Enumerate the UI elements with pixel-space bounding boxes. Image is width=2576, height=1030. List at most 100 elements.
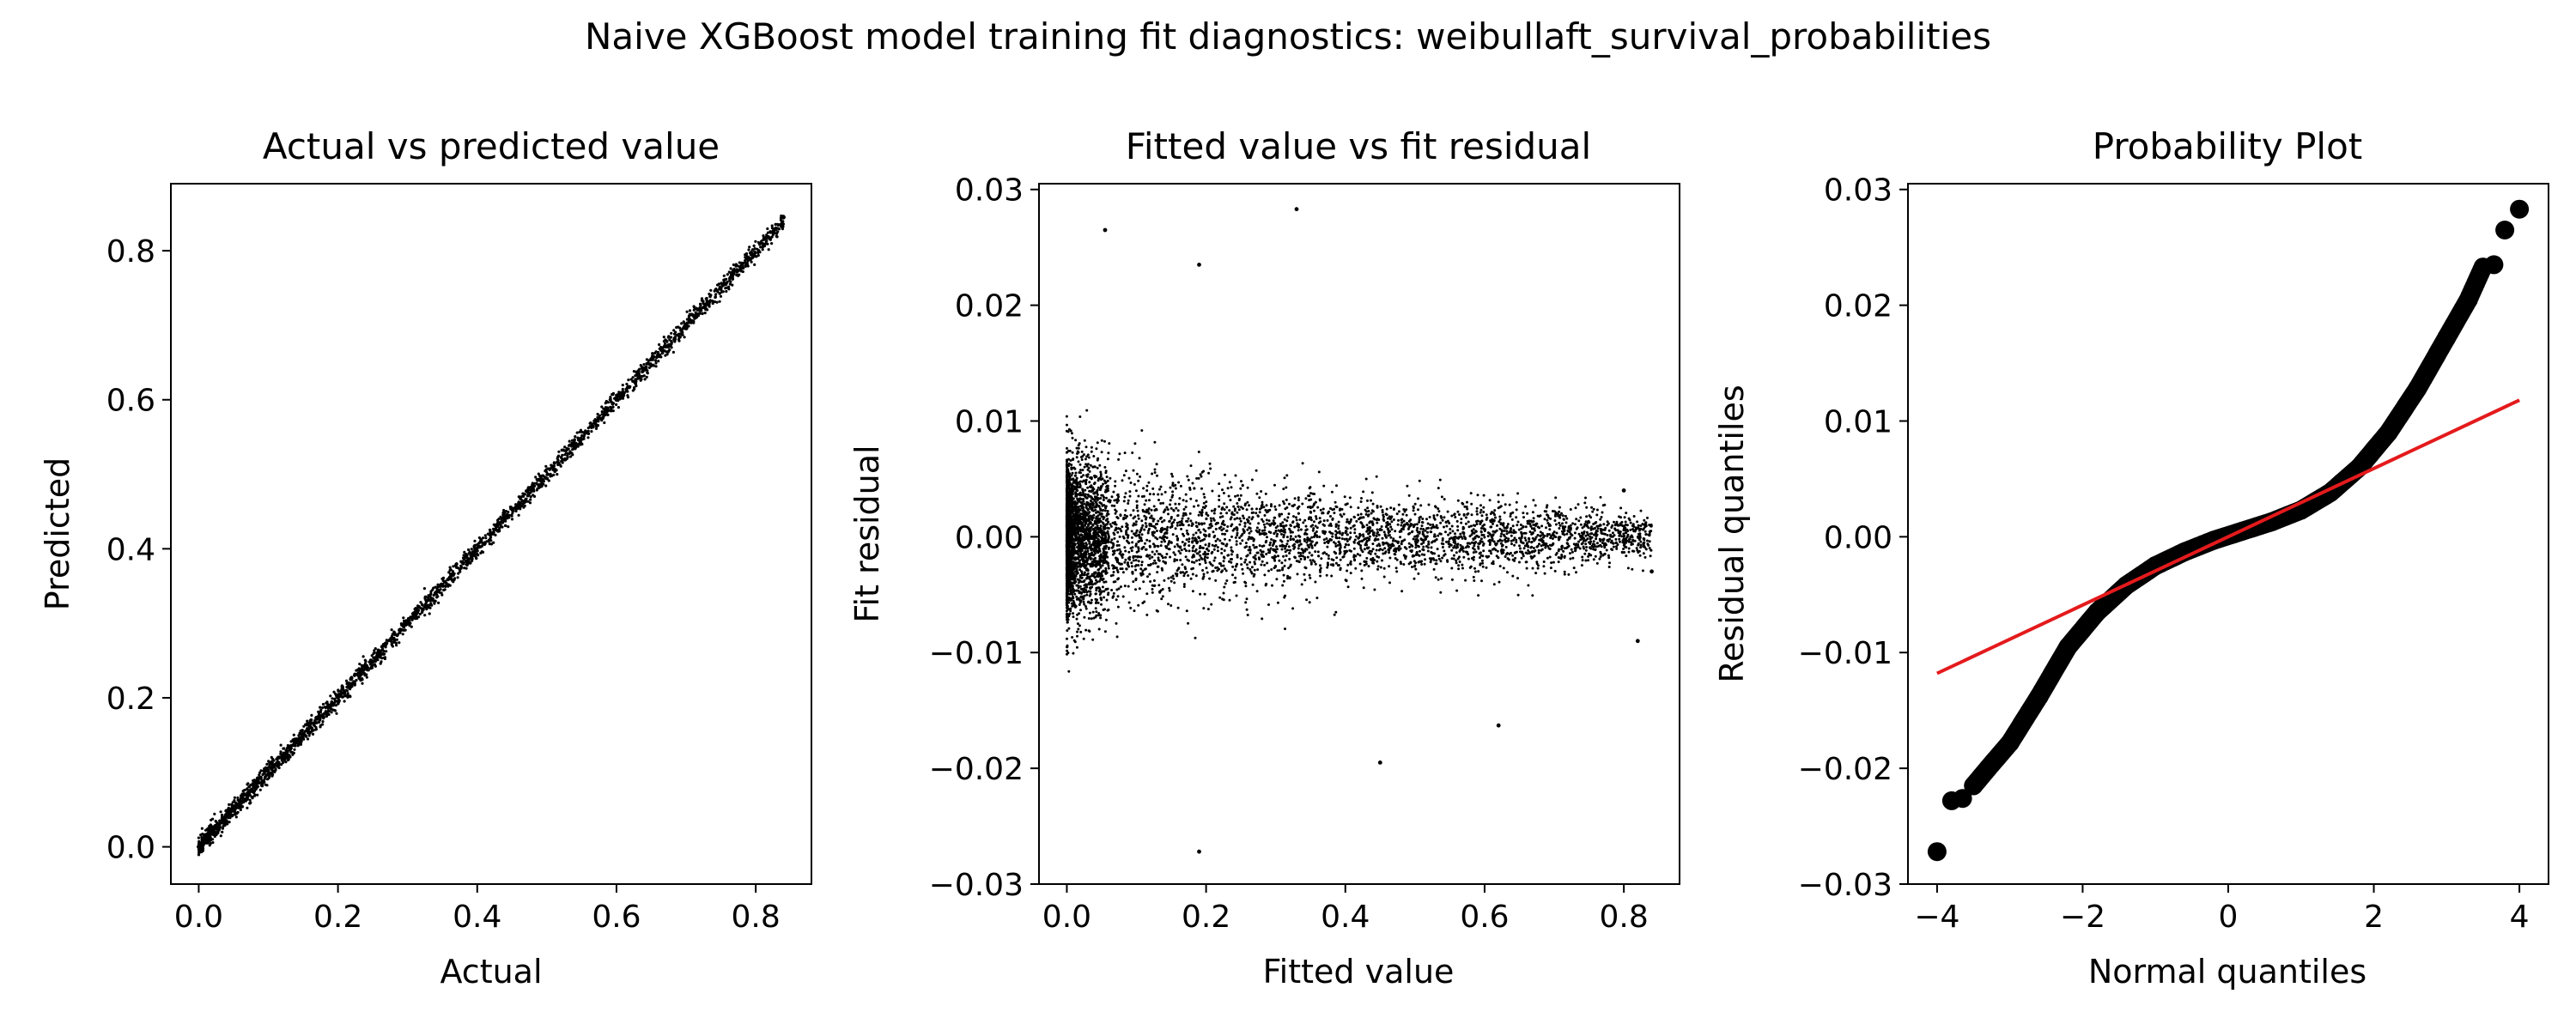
data-point <box>395 644 398 647</box>
data-point <box>463 566 466 570</box>
data-point <box>1343 546 1346 548</box>
data-point <box>1091 638 1095 641</box>
data-point <box>1066 470 1068 473</box>
data-point <box>688 309 692 312</box>
data-point <box>368 663 373 666</box>
data-point <box>305 724 308 727</box>
data-point <box>492 523 495 526</box>
data-point <box>431 588 434 591</box>
data-point <box>307 734 311 737</box>
data-point <box>236 796 240 800</box>
data-point <box>1095 506 1097 509</box>
data-point <box>199 841 203 845</box>
data-point <box>358 677 361 682</box>
data-point <box>744 261 747 264</box>
data-point <box>265 784 269 787</box>
data-point <box>556 461 560 464</box>
data-point <box>293 748 296 751</box>
data-point <box>264 769 267 772</box>
data-point <box>1084 628 1088 632</box>
data-point <box>556 456 560 459</box>
data-point <box>504 510 508 513</box>
data-point <box>426 599 429 603</box>
data-point <box>240 794 244 798</box>
data-point <box>584 429 587 433</box>
data-point <box>559 464 562 468</box>
data-point <box>548 473 552 476</box>
data-point <box>605 410 609 414</box>
data-point <box>748 245 751 249</box>
data-point <box>753 263 756 266</box>
data-point <box>496 521 500 524</box>
x-tick-label: 0.8 <box>731 900 780 935</box>
data-point <box>395 638 398 641</box>
data-point <box>1071 636 1074 639</box>
data-point <box>675 333 678 336</box>
data-point <box>1097 627 1101 631</box>
data-point <box>546 473 550 476</box>
data-point <box>769 236 773 239</box>
data-point <box>1065 539 1068 542</box>
data-point <box>627 379 630 382</box>
data-point <box>1066 495 1069 499</box>
data-point <box>363 662 368 665</box>
data-point <box>720 286 723 289</box>
data-point <box>1097 479 1100 482</box>
data-point <box>270 772 274 776</box>
data-point <box>754 239 757 243</box>
data-point <box>329 703 333 708</box>
data-point <box>375 651 379 656</box>
data-point <box>1071 436 1074 439</box>
data-point <box>633 387 636 391</box>
data-point <box>1076 634 1078 638</box>
data-point <box>1099 470 1103 474</box>
data-point <box>205 841 209 845</box>
data-point <box>639 378 642 381</box>
data-point <box>434 585 437 589</box>
data-point <box>651 352 654 355</box>
data-point <box>207 839 210 843</box>
data-point <box>526 500 530 503</box>
data-point <box>312 723 315 726</box>
data-point <box>732 263 736 267</box>
data-point <box>382 649 386 653</box>
data-point <box>456 576 459 579</box>
data-point <box>1068 488 1072 492</box>
data-point <box>199 849 203 852</box>
data-point <box>355 678 358 682</box>
data-point <box>223 815 228 819</box>
data-point <box>225 809 228 814</box>
data-point <box>1092 455 1096 457</box>
data-point <box>398 641 401 645</box>
data-point <box>535 482 538 485</box>
data-point <box>346 694 349 697</box>
data-point <box>536 479 539 482</box>
data-point <box>649 362 653 366</box>
data-point <box>590 430 593 433</box>
data-point <box>431 598 434 603</box>
data-point <box>249 801 252 804</box>
data-point <box>766 235 769 239</box>
data-point <box>779 218 783 221</box>
data-point <box>301 729 304 732</box>
data-point <box>770 224 774 227</box>
data-point <box>561 453 564 457</box>
data-point <box>1090 598 1093 602</box>
data-point <box>1083 591 1086 594</box>
data-point <box>351 682 355 685</box>
data-point <box>728 276 732 280</box>
data-point <box>480 544 484 548</box>
data-point <box>731 277 734 281</box>
data-point <box>1066 594 1069 597</box>
data-point <box>1077 627 1080 631</box>
data-point <box>509 506 513 509</box>
data-point <box>337 689 340 693</box>
data-point <box>1087 456 1091 459</box>
data-point <box>737 274 740 277</box>
data-point <box>374 663 377 666</box>
data-point <box>765 233 769 237</box>
data-point <box>392 640 396 645</box>
data-point <box>331 697 334 700</box>
data-point <box>1385 507 1388 511</box>
data-point <box>252 789 256 793</box>
